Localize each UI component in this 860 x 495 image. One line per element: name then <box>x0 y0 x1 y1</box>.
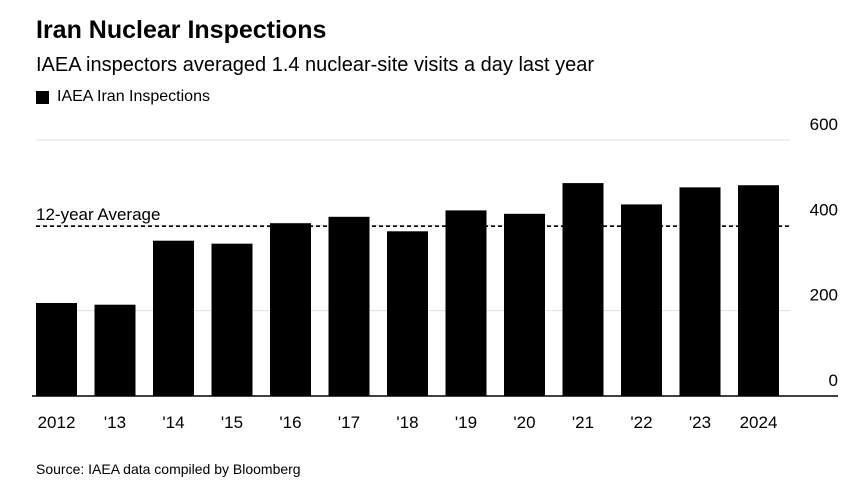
chart-subtitle: IAEA inspectors averaged 1.4 nuclear-sit… <box>36 54 595 76</box>
bar <box>328 216 370 396</box>
bar <box>153 240 194 396</box>
x-tick-label: '21 <box>572 413 594 432</box>
x-tick-label: '17 <box>338 413 360 432</box>
y-tick-label: 0 <box>829 371 838 390</box>
x-tick-label: '18 <box>396 413 418 432</box>
bar <box>679 187 721 396</box>
x-tick-label: '14 <box>162 413 184 432</box>
x-tick-label: '15 <box>221 413 243 432</box>
legend-swatch <box>36 90 49 104</box>
bar <box>387 231 428 396</box>
x-tick-label: '23 <box>689 413 711 432</box>
x-tick-label: 2012 <box>38 413 76 432</box>
chart-title: Iran Nuclear Inspections <box>36 16 327 44</box>
bar <box>504 213 545 396</box>
x-tick-label: '19 <box>455 413 477 432</box>
bar <box>94 304 136 396</box>
x-tick-label: '16 <box>279 413 301 432</box>
y-tick-label: 400 <box>810 200 838 219</box>
x-tick-label: '22 <box>630 413 652 432</box>
x-tick-label: 2024 <box>740 413 778 432</box>
bar <box>562 183 604 396</box>
legend-label: IAEA Iran Inspections <box>57 88 210 105</box>
x-tick-label: '13 <box>104 413 126 432</box>
bar <box>445 210 487 396</box>
legend: IAEA Iran Inspections <box>36 88 210 106</box>
bar <box>738 185 779 396</box>
source-note: Source: IAEA data compiled by Bloomberg <box>36 461 301 477</box>
y-tick-label: 600 <box>810 115 838 134</box>
bar <box>36 302 77 396</box>
bar <box>621 204 662 396</box>
bar <box>270 223 311 396</box>
x-tick-label: '20 <box>513 413 535 432</box>
y-tick-label: 200 <box>810 286 838 305</box>
average-label: 12-year Average <box>36 205 160 224</box>
bar <box>211 243 253 396</box>
